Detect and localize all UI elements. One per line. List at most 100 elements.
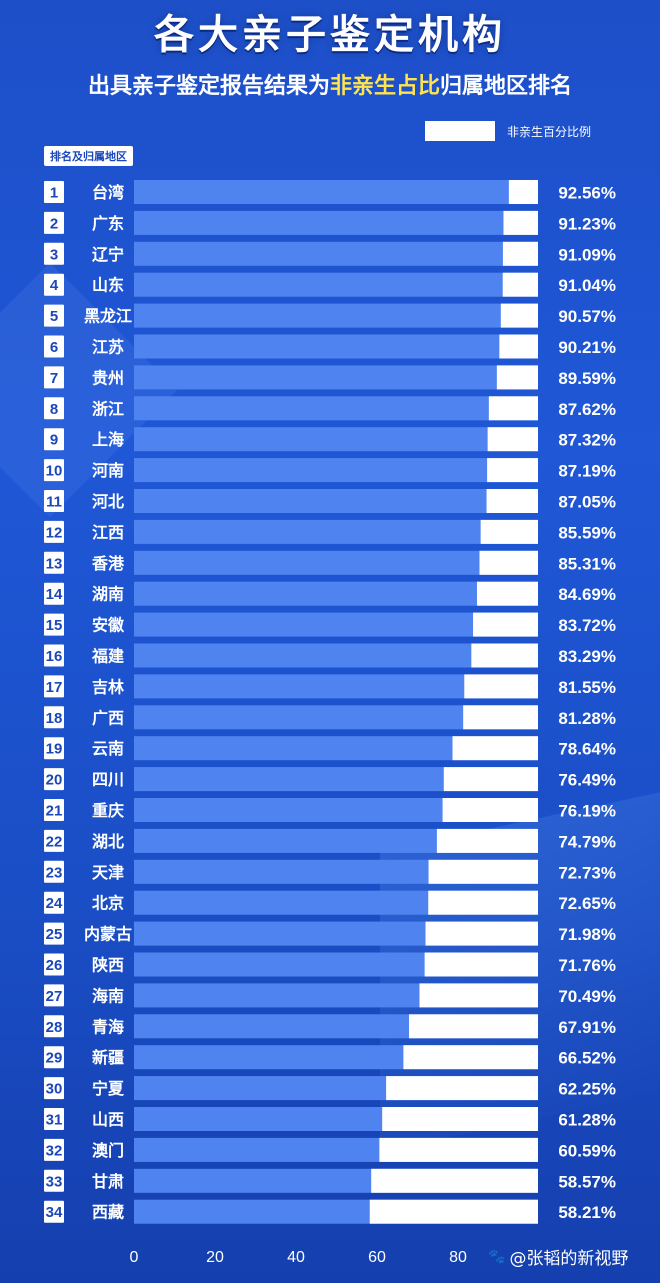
data-label: 87.19% xyxy=(558,462,616,481)
rank-badge xyxy=(44,675,64,698)
bar-value-marker xyxy=(442,798,538,822)
bar-row: 5 黑龙江 90.57% xyxy=(44,303,616,328)
data-label: 71.98% xyxy=(558,925,616,944)
category-label: 福建 xyxy=(91,647,124,666)
bar xyxy=(134,612,538,637)
bar-row: 6 江苏 90.21% xyxy=(44,334,616,359)
rank-label: 5 xyxy=(50,308,58,325)
bar-row: 7 贵州 89.59% xyxy=(44,365,616,390)
rank-badge xyxy=(44,397,64,420)
data-label: 78.64% xyxy=(558,740,616,759)
rank-badge xyxy=(44,181,64,203)
watermark: 🐾 @张韬的新视野 xyxy=(488,1244,629,1270)
bar-value-marker xyxy=(382,1107,538,1131)
category-label: 贵州 xyxy=(92,368,124,387)
bar-value-marker xyxy=(476,581,538,606)
rank-label: 29 xyxy=(46,1050,63,1067)
rank-label: 7 xyxy=(50,370,58,387)
data-label: 85.31% xyxy=(558,554,616,573)
data-label: 87.05% xyxy=(558,493,616,512)
data-label: 71.76% xyxy=(558,956,616,975)
data-label: 58.21% xyxy=(558,1203,616,1222)
bar-value-marker xyxy=(379,1137,538,1162)
rank-badge xyxy=(44,273,64,296)
bar-row: 34 西藏 58.21% xyxy=(44,1199,616,1224)
data-label: 61.28% xyxy=(558,1111,616,1130)
rank-badge xyxy=(44,953,64,976)
data-label: 83.29% xyxy=(558,647,616,666)
bar xyxy=(134,643,538,668)
bar-value-marker xyxy=(428,890,538,915)
data-label: 76.49% xyxy=(558,771,616,790)
rank-badge xyxy=(44,984,64,1007)
bar-row: 16 福建 83.29% xyxy=(44,643,616,668)
rank-badge xyxy=(44,520,64,543)
data-label: 91.23% xyxy=(558,214,616,233)
bar xyxy=(134,581,538,606)
bar-value-marker xyxy=(479,550,538,575)
category-label: 云南 xyxy=(92,739,124,758)
rank-label: 13 xyxy=(46,555,63,572)
rank-badge xyxy=(44,211,64,234)
rank-badge xyxy=(44,1200,64,1223)
x-tick-label: 0 xyxy=(130,1249,139,1266)
category-label: 香港 xyxy=(91,554,125,573)
bar-value-marker xyxy=(428,859,538,884)
bar-row: 23 天津 72.73% xyxy=(44,859,616,884)
data-label: 90.21% xyxy=(558,338,616,357)
bar xyxy=(134,334,538,359)
rank-badge xyxy=(44,304,64,327)
legend-label: 非亲生百分比例 xyxy=(507,124,592,139)
bar-row: 4 山东 91.04% xyxy=(44,272,616,297)
x-tick-label: 40 xyxy=(287,1249,305,1266)
rank-label: 9 xyxy=(50,432,58,449)
bar-value-marker xyxy=(488,396,538,421)
rank-label: 1 xyxy=(50,185,58,202)
bar xyxy=(134,241,538,266)
data-label: 90.57% xyxy=(558,307,616,326)
watermark-text: @张韬的新视野 xyxy=(509,1249,629,1269)
chart-legend: 非亲生百分比例 xyxy=(425,120,591,142)
data-label: 72.73% xyxy=(558,863,616,882)
bar-value-marker xyxy=(487,427,538,452)
bar-row: 17 吉林 81.55% xyxy=(44,674,616,699)
data-label: 60.59% xyxy=(558,1141,616,1160)
category-label: 山东 xyxy=(92,276,124,295)
bar-value-marker xyxy=(369,1199,538,1224)
rank-label: 12 xyxy=(46,524,63,541)
bar-value-marker xyxy=(463,705,538,730)
data-label: 83.72% xyxy=(558,616,616,635)
bar xyxy=(134,489,538,513)
bar xyxy=(134,427,538,452)
bar xyxy=(134,550,538,575)
bar-value-marker xyxy=(502,272,538,297)
data-label: 74.79% xyxy=(558,832,616,851)
bar-value-marker xyxy=(486,489,538,513)
page-title: 各大亲子鉴定机构 xyxy=(154,12,506,58)
category-label: 澳门 xyxy=(92,1141,124,1160)
rank-badge xyxy=(44,768,64,791)
rank-label: 21 xyxy=(46,803,63,820)
data-label: 85.59% xyxy=(558,523,616,542)
bar-row: 26 陕西 71.76% xyxy=(44,952,616,977)
bar-value-marker xyxy=(508,180,538,204)
bar-value-marker xyxy=(503,210,538,235)
category-label: 广西 xyxy=(92,708,124,727)
rank-badge xyxy=(44,1077,64,1100)
data-label: 91.04% xyxy=(558,276,616,295)
rank-badge xyxy=(44,428,64,451)
rank-label: 25 xyxy=(46,926,63,943)
bar-row: 9 上海 87.32% xyxy=(44,427,616,452)
rank-label: 27 xyxy=(46,988,63,1005)
bar-row: 15 安徽 83.72% xyxy=(44,612,616,637)
bar-value-marker xyxy=(443,767,538,792)
rank-label: 33 xyxy=(46,1173,63,1190)
rank-badge xyxy=(44,242,64,265)
x-tick-label: 60 xyxy=(368,1249,386,1266)
category-label: 山西 xyxy=(92,1110,124,1129)
bar-row: 30 宁夏 62.25% xyxy=(44,1076,616,1101)
paw-icon: 🐾 xyxy=(488,1248,506,1265)
bar-value-marker xyxy=(502,241,538,266)
bar-row: 19 云南 78.64% xyxy=(44,736,616,761)
bar xyxy=(134,365,538,390)
